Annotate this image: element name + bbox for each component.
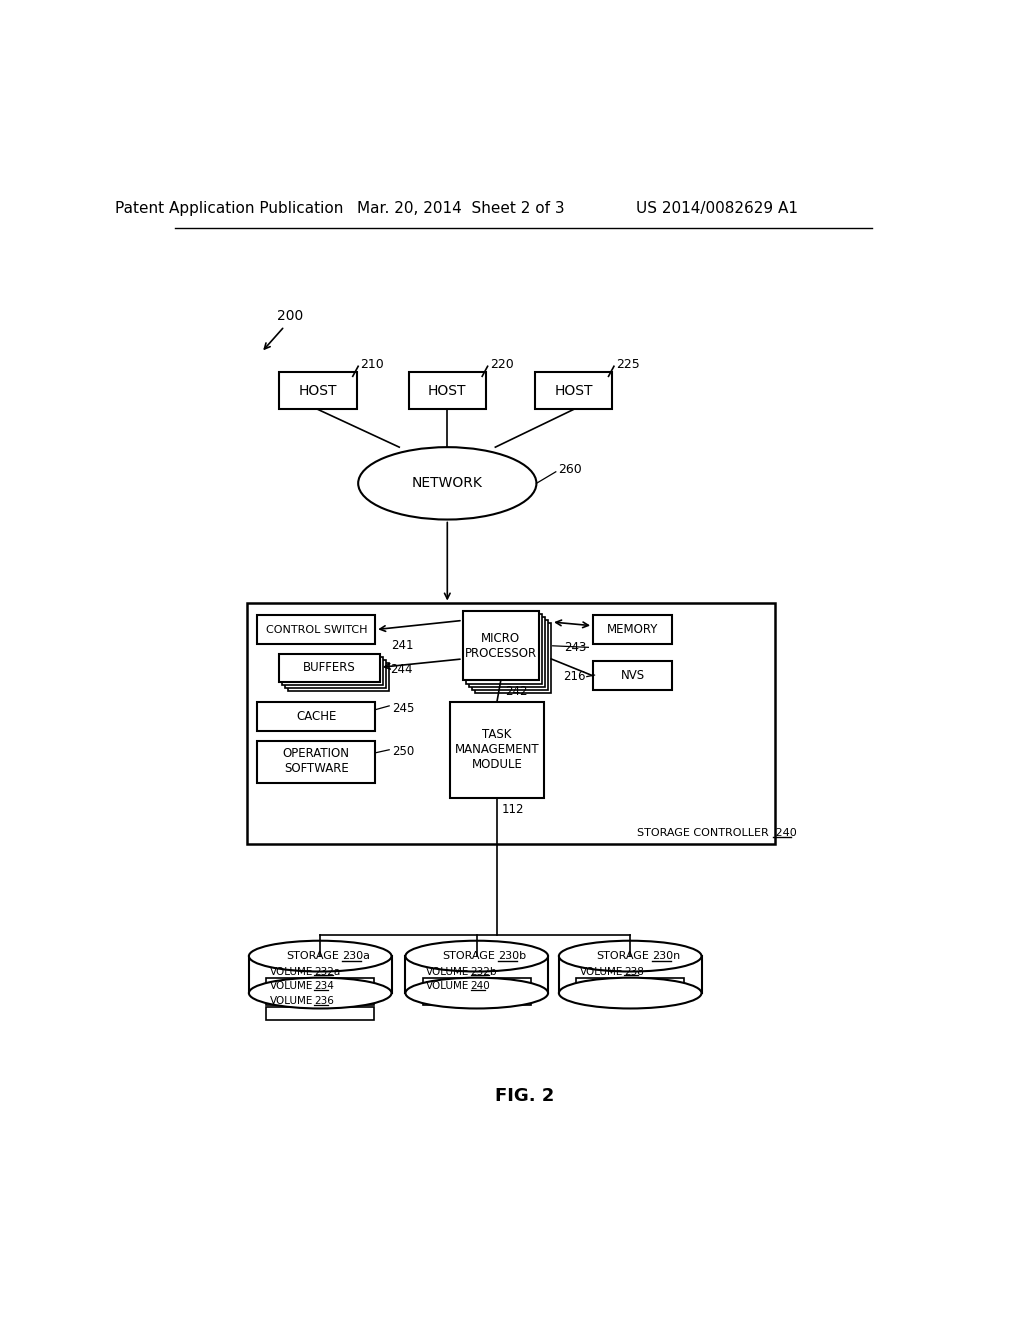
Text: VOLUME: VOLUME bbox=[270, 995, 313, 1006]
Text: 245: 245 bbox=[392, 702, 415, 714]
Text: 220: 220 bbox=[489, 358, 514, 371]
FancyBboxPatch shape bbox=[469, 618, 545, 686]
Text: 112: 112 bbox=[502, 803, 524, 816]
Text: 232b: 232b bbox=[471, 966, 497, 977]
Text: STORAGE: STORAGE bbox=[286, 952, 339, 961]
Ellipse shape bbox=[406, 941, 548, 972]
Text: STORAGE: STORAGE bbox=[596, 952, 649, 961]
Text: 236: 236 bbox=[314, 995, 334, 1006]
Text: OPERATION
SOFTWARE: OPERATION SOFTWARE bbox=[283, 747, 350, 775]
FancyBboxPatch shape bbox=[266, 1007, 375, 1020]
Text: 240: 240 bbox=[471, 981, 490, 991]
FancyBboxPatch shape bbox=[257, 741, 375, 783]
Text: 225: 225 bbox=[616, 358, 640, 371]
Text: 242: 242 bbox=[506, 685, 528, 698]
Text: 230b: 230b bbox=[499, 952, 526, 961]
Text: 230a: 230a bbox=[342, 952, 370, 961]
Ellipse shape bbox=[559, 978, 701, 1008]
Text: Patent Application Publication: Patent Application Publication bbox=[115, 201, 343, 216]
Text: 244: 244 bbox=[390, 663, 413, 676]
FancyBboxPatch shape bbox=[423, 993, 531, 1006]
FancyBboxPatch shape bbox=[466, 614, 542, 684]
Text: 200: 200 bbox=[276, 309, 303, 323]
Text: 232a: 232a bbox=[314, 966, 340, 977]
Text: NVS: NVS bbox=[621, 669, 644, 682]
Text: STORAGE CONTROLLER: STORAGE CONTROLLER bbox=[637, 828, 769, 838]
Text: MICRO
PROCESSOR: MICRO PROCESSOR bbox=[465, 632, 537, 660]
Text: MEMORY: MEMORY bbox=[607, 623, 658, 636]
Ellipse shape bbox=[559, 941, 701, 972]
Text: Mar. 20, 2014  Sheet 2 of 3: Mar. 20, 2014 Sheet 2 of 3 bbox=[357, 201, 565, 216]
FancyBboxPatch shape bbox=[249, 956, 391, 993]
FancyBboxPatch shape bbox=[247, 603, 775, 843]
FancyBboxPatch shape bbox=[289, 663, 389, 692]
Text: 216: 216 bbox=[563, 671, 586, 684]
Text: 243: 243 bbox=[564, 640, 587, 653]
Text: VOLUME: VOLUME bbox=[426, 966, 470, 977]
Text: CONTROL SWITCH: CONTROL SWITCH bbox=[265, 624, 367, 635]
Ellipse shape bbox=[249, 978, 391, 1008]
Text: HOST: HOST bbox=[299, 384, 337, 397]
FancyBboxPatch shape bbox=[475, 623, 551, 693]
Text: 260: 260 bbox=[558, 463, 582, 477]
Ellipse shape bbox=[249, 941, 391, 972]
Text: HOST: HOST bbox=[554, 384, 593, 397]
Text: VOLUME: VOLUME bbox=[270, 981, 313, 991]
FancyBboxPatch shape bbox=[280, 372, 356, 409]
FancyBboxPatch shape bbox=[423, 978, 531, 991]
FancyBboxPatch shape bbox=[266, 993, 375, 1006]
FancyBboxPatch shape bbox=[593, 615, 672, 644]
Text: TASK
MANAGEMENT
MODULE: TASK MANAGEMENT MODULE bbox=[455, 729, 540, 771]
Ellipse shape bbox=[406, 978, 548, 1008]
Text: US 2014/0082629 A1: US 2014/0082629 A1 bbox=[636, 201, 798, 216]
FancyBboxPatch shape bbox=[257, 615, 375, 644]
FancyBboxPatch shape bbox=[280, 653, 380, 682]
Text: 241: 241 bbox=[391, 639, 414, 652]
FancyBboxPatch shape bbox=[559, 956, 701, 993]
Text: STORAGE: STORAGE bbox=[442, 952, 496, 961]
Text: 238: 238 bbox=[624, 966, 644, 977]
Text: BUFFERS: BUFFERS bbox=[303, 661, 356, 675]
Text: 230n: 230n bbox=[652, 952, 680, 961]
Text: VOLUME: VOLUME bbox=[270, 966, 313, 977]
Text: 250: 250 bbox=[392, 744, 415, 758]
Text: 234: 234 bbox=[314, 981, 334, 991]
Text: 240: 240 bbox=[772, 828, 797, 838]
Text: NETWORK: NETWORK bbox=[412, 477, 482, 490]
FancyBboxPatch shape bbox=[463, 611, 539, 681]
FancyBboxPatch shape bbox=[593, 661, 672, 690]
FancyBboxPatch shape bbox=[409, 372, 486, 409]
FancyBboxPatch shape bbox=[450, 702, 544, 799]
FancyBboxPatch shape bbox=[535, 372, 612, 409]
FancyBboxPatch shape bbox=[406, 956, 548, 993]
FancyBboxPatch shape bbox=[286, 660, 386, 688]
Ellipse shape bbox=[358, 447, 537, 520]
Text: FIG. 2: FIG. 2 bbox=[496, 1088, 554, 1105]
FancyBboxPatch shape bbox=[472, 620, 548, 689]
Text: 210: 210 bbox=[360, 358, 384, 371]
Text: HOST: HOST bbox=[428, 384, 467, 397]
FancyBboxPatch shape bbox=[257, 702, 375, 731]
FancyBboxPatch shape bbox=[283, 656, 383, 685]
Text: VOLUME: VOLUME bbox=[426, 981, 470, 991]
FancyBboxPatch shape bbox=[575, 978, 684, 991]
Text: CACHE: CACHE bbox=[296, 710, 337, 723]
Text: VOLUME: VOLUME bbox=[580, 966, 624, 977]
FancyBboxPatch shape bbox=[266, 978, 375, 991]
